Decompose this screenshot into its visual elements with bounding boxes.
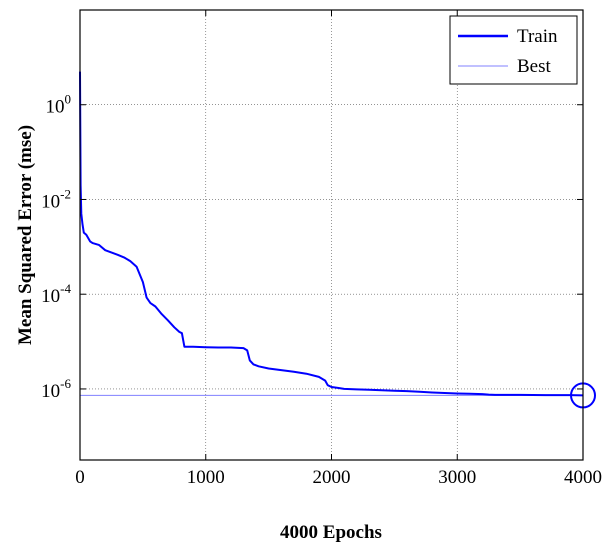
x-tick-label: 4000 — [564, 467, 602, 488]
y-tick-label: 10-2 — [41, 186, 71, 212]
train-line — [79, 71, 584, 397]
y-tick-label: 10-4 — [41, 281, 71, 307]
y-axis-title: Mean Squared Error (mse) — [15, 125, 36, 345]
grid — [80, 10, 583, 460]
x-tick-label: 0 — [75, 467, 85, 488]
ticks: 0 1000 2000 3000 4000 100 10-2 10-4 10-6 — [41, 10, 602, 488]
x-tick-label: 3000 — [438, 467, 476, 488]
train-series-layer — [79, 71, 584, 397]
legend-train-label: Train — [517, 26, 558, 47]
x-tick-label: 2000 — [313, 467, 351, 488]
legend-best-label: Best — [517, 56, 552, 77]
legend-box — [449, 15, 578, 85]
legend: Train Best — [449, 15, 578, 85]
x-axis-title: 4000 Epochs — [280, 522, 382, 543]
x-tick-label: 1000 — [187, 467, 225, 488]
y-tick-label: 10-6 — [41, 376, 71, 402]
y-tick-label: 100 — [46, 92, 72, 118]
